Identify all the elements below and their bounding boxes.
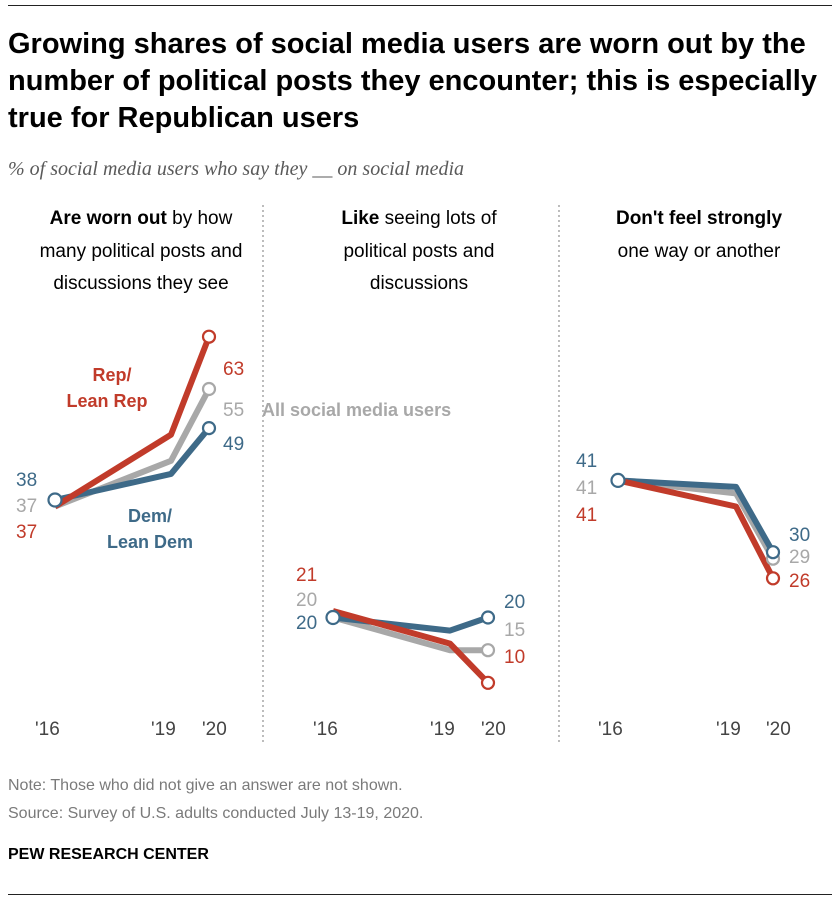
note-text: Note: Those who did not give an answer a… [8, 777, 403, 794]
panel-heading-bold: Are worn out [50, 208, 168, 229]
series-line-dem [54, 426, 212, 503]
data-label-end-dem: 20 [504, 592, 525, 613]
legend-label-all: All social media users [262, 400, 451, 420]
panel-heading-bold: Like [341, 208, 379, 229]
panel-heading-line: one way or another [618, 241, 781, 262]
end-point-dem [480, 610, 496, 625]
data-label-start-all: 37 [16, 496, 37, 517]
data-label-end-rep: 10 [504, 647, 525, 668]
panel-heading-rest: by how [167, 208, 233, 229]
end-point-all [480, 643, 496, 658]
data-label-end-all: 55 [223, 400, 244, 421]
panel-heading-bold: Don't feel strongly [616, 208, 782, 229]
bottom-rule [8, 894, 832, 895]
x-tick-label: '19 [430, 719, 455, 740]
data-label-start-rep: 37 [16, 522, 37, 543]
legend-label-dem: Lean Dem [107, 532, 193, 552]
start-point [47, 492, 63, 508]
x-tick-label: '16 [35, 719, 60, 740]
panel-heading-line: political posts and [343, 241, 494, 262]
legend-label-dem: Dem/ [128, 506, 172, 526]
panel-heading-2: Like seeing lots of [341, 208, 497, 229]
end-point-dem [765, 545, 781, 560]
series-line-rep [617, 477, 776, 580]
series-line-all [617, 477, 776, 561]
x-tick-label: '16 [313, 719, 338, 740]
series-line-all [332, 614, 488, 654]
x-tick-label: '20 [202, 719, 227, 740]
panel-heading-line: discussions [370, 273, 468, 294]
panel-heading-1: Are worn out by how [50, 208, 233, 229]
x-tick-label: '20 [766, 719, 791, 740]
data-label-start-rep: 41 [576, 505, 597, 526]
x-tick-label: '19 [151, 719, 176, 740]
panel-heading-line: discussions they see [53, 273, 228, 294]
data-label-end-rep: 26 [789, 571, 810, 592]
end-point-rep [480, 675, 496, 690]
start-point [325, 609, 341, 626]
data-label-end-dem: 30 [789, 525, 810, 546]
data-label-start-dem: 38 [16, 470, 37, 491]
data-label-end-all: 15 [504, 620, 525, 641]
source-text: Source: Survey of U.S. adults conducted … [8, 805, 424, 822]
end-point-all [201, 381, 217, 397]
chart-subtitle: % of social media users who say they __ … [8, 158, 465, 180]
x-tick-label: '20 [481, 719, 506, 740]
x-tick-label: '16 [598, 719, 623, 740]
chart-title: Growing shares of social media users are… [8, 28, 817, 134]
series-line-dem [617, 477, 776, 554]
data-label-start-all: 20 [296, 590, 317, 611]
data-label-end-rep: 63 [223, 359, 244, 380]
series-line-rep [332, 608, 491, 685]
legend-label-rep: Rep/ [92, 365, 131, 385]
top-rule [8, 5, 832, 6]
brand-label: PEW RESEARCH CENTER [8, 846, 209, 863]
panel-heading-rest: seeing lots of [379, 208, 497, 229]
panel-heading-3: Don't feel strongly [616, 208, 782, 229]
end-point-rep [201, 329, 217, 344]
data-label-start-dem: 20 [296, 613, 317, 634]
end-point-rep [765, 571, 781, 586]
data-label-start-dem: 41 [576, 451, 597, 472]
end-point-dem [201, 421, 217, 436]
data-label-start-rep: 21 [296, 565, 317, 586]
x-tick-label: '19 [716, 719, 741, 740]
panel-heading-line: many political posts and [40, 241, 243, 262]
chart-area: Are worn out by how many political posts … [16, 205, 810, 745]
start-point [610, 472, 626, 488]
data-label-end-all: 29 [789, 547, 810, 568]
series-line-rep [53, 335, 212, 510]
data-label-end-dem: 49 [223, 434, 244, 455]
legend-label-rep: Lean Rep [66, 391, 147, 411]
data-label-start-all: 41 [576, 478, 597, 499]
